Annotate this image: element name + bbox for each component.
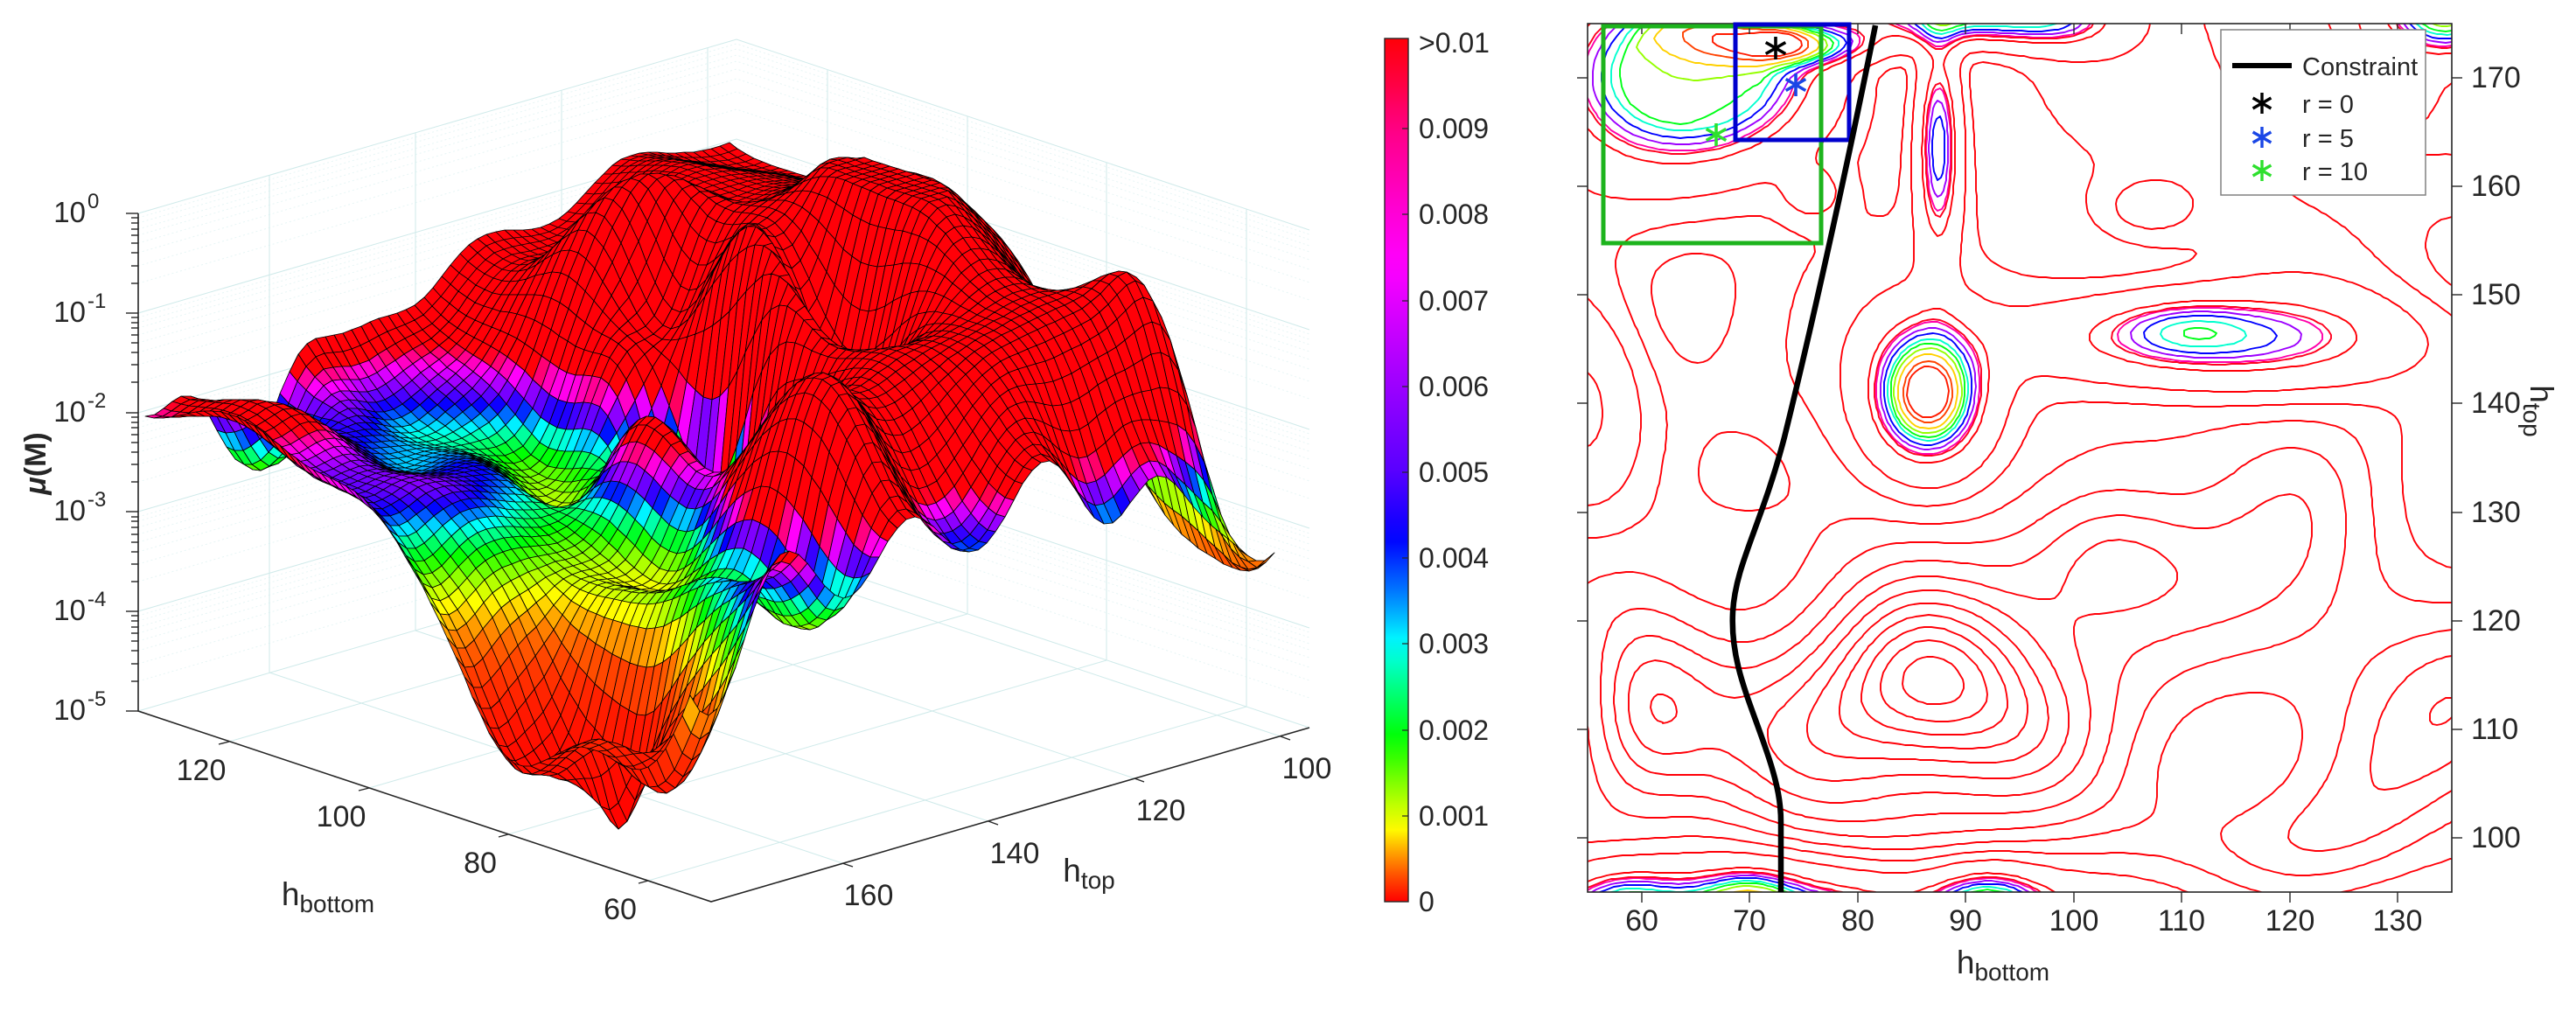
svg-text:-1: -1 xyxy=(87,289,106,313)
svg-text:100: 100 xyxy=(1282,752,1332,785)
svg-text:-4: -4 xyxy=(87,588,106,611)
svg-text:120: 120 xyxy=(177,754,227,787)
svg-text:0.007: 0.007 xyxy=(1419,285,1489,317)
svg-text:130: 130 xyxy=(2471,496,2521,529)
svg-text:-3: -3 xyxy=(87,488,106,512)
svg-text:150: 150 xyxy=(2471,278,2521,311)
svg-text:120: 120 xyxy=(2471,604,2521,638)
svg-text:r = 5: r = 5 xyxy=(2302,125,2354,153)
svg-text:70: 70 xyxy=(1733,904,1766,938)
svg-text:120: 120 xyxy=(2265,904,2315,938)
svg-text:>0.01: >0.01 xyxy=(1419,27,1490,59)
svg-text:10: 10 xyxy=(53,594,86,626)
svg-text:0.001: 0.001 xyxy=(1419,800,1489,832)
svg-text:10: 10 xyxy=(53,196,86,228)
svg-text:0.003: 0.003 xyxy=(1419,628,1489,659)
svg-text:μ(M): μ(M) xyxy=(19,432,52,495)
svg-text:-2: -2 xyxy=(87,389,106,413)
svg-text:0.002: 0.002 xyxy=(1419,715,1489,746)
svg-text:160: 160 xyxy=(844,879,894,912)
svg-text:160: 160 xyxy=(2471,170,2521,203)
svg-text:0.004: 0.004 xyxy=(1419,542,1489,574)
svg-text:0: 0 xyxy=(87,190,99,213)
svg-text:80: 80 xyxy=(1841,904,1874,938)
svg-text:130: 130 xyxy=(2373,904,2423,938)
svg-text:10: 10 xyxy=(53,694,86,726)
svg-text:0.006: 0.006 xyxy=(1419,371,1489,402)
svg-text:100: 100 xyxy=(2049,904,2099,938)
svg-text:60: 60 xyxy=(604,893,637,926)
svg-text:100: 100 xyxy=(317,800,367,833)
svg-text:170: 170 xyxy=(2471,61,2521,94)
svg-text:140: 140 xyxy=(990,837,1040,870)
svg-text:120: 120 xyxy=(1136,794,1186,827)
svg-text:100: 100 xyxy=(2471,821,2521,854)
svg-text:Constraint: Constraint xyxy=(2302,53,2418,81)
svg-text:0.005: 0.005 xyxy=(1419,457,1489,488)
svg-text:140: 140 xyxy=(2471,387,2521,420)
svg-text:60: 60 xyxy=(1625,904,1658,938)
svg-text:10: 10 xyxy=(53,395,86,428)
svg-text:0.008: 0.008 xyxy=(1419,199,1489,230)
svg-text:10: 10 xyxy=(53,494,86,526)
svg-text:r = 0: r = 0 xyxy=(2302,91,2354,119)
svg-text:0: 0 xyxy=(1419,886,1435,917)
svg-text:r = 10: r = 10 xyxy=(2302,158,2368,186)
svg-text:80: 80 xyxy=(464,847,497,880)
svg-text:110: 110 xyxy=(2158,904,2205,938)
svg-text:90: 90 xyxy=(1949,904,1982,938)
svg-text:110: 110 xyxy=(2471,713,2518,746)
svg-text:0.009: 0.009 xyxy=(1419,113,1489,144)
svg-text:-5: -5 xyxy=(87,687,106,711)
svg-text:10: 10 xyxy=(53,296,86,328)
